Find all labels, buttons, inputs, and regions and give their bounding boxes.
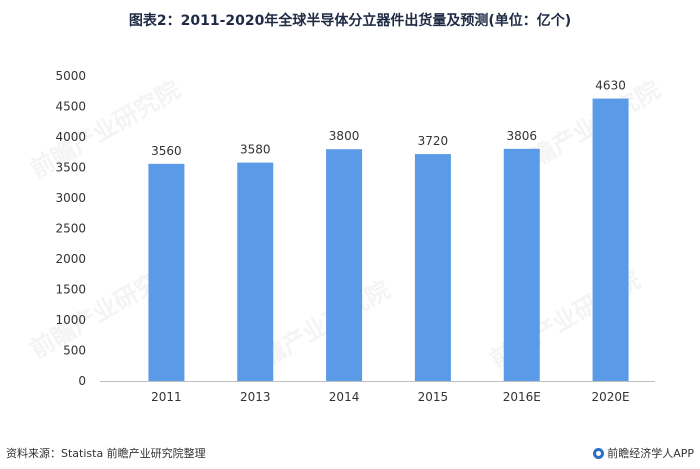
y-tick-label: 2000 xyxy=(55,252,86,266)
brand-label: 前瞻经济学人APP xyxy=(607,447,694,460)
y-tick-label: 1000 xyxy=(55,313,86,327)
data-label: 3800 xyxy=(329,129,360,143)
y-tick-label: 4500 xyxy=(55,100,86,114)
bar xyxy=(326,149,363,381)
x-tick-label: 2014 xyxy=(329,390,360,404)
brand-credit: 前瞻经济学人APP xyxy=(593,445,694,461)
y-tick-label: 500 xyxy=(63,344,86,358)
y-tick-label: 3500 xyxy=(55,161,86,175)
brand-logo-icon xyxy=(593,447,605,459)
x-tick-label: 2011 xyxy=(151,390,182,404)
y-tick-label: 4000 xyxy=(55,130,86,144)
x-tick-label: 2013 xyxy=(240,390,271,404)
data-label: 3806 xyxy=(506,129,537,143)
y-tick-label: 3000 xyxy=(55,191,86,205)
data-label: 3720 xyxy=(418,134,449,148)
y-tick-label: 1500 xyxy=(55,283,86,297)
y-tick-label: 0 xyxy=(78,374,86,388)
data-label: 3560 xyxy=(151,144,182,158)
data-label: 3580 xyxy=(240,143,271,157)
bar xyxy=(503,148,540,381)
x-tick-label: 2015 xyxy=(418,390,449,404)
bar xyxy=(148,163,185,381)
data-label: 4630 xyxy=(595,79,626,93)
source-note: 资料来源：Statista 前瞻产业研究院整理 xyxy=(6,447,206,460)
bar xyxy=(592,98,629,381)
x-tick-label: 2020E xyxy=(592,390,630,404)
bar xyxy=(237,162,274,381)
chart-title: 图表2：2011-2020年全球半导体分立器件出货量及预测(单位：亿个) xyxy=(128,13,572,29)
x-tick-label: 2016E xyxy=(503,390,541,404)
y-tick-label: 2500 xyxy=(55,222,86,236)
y-tick-label: 5000 xyxy=(55,69,86,83)
bar xyxy=(414,154,451,381)
